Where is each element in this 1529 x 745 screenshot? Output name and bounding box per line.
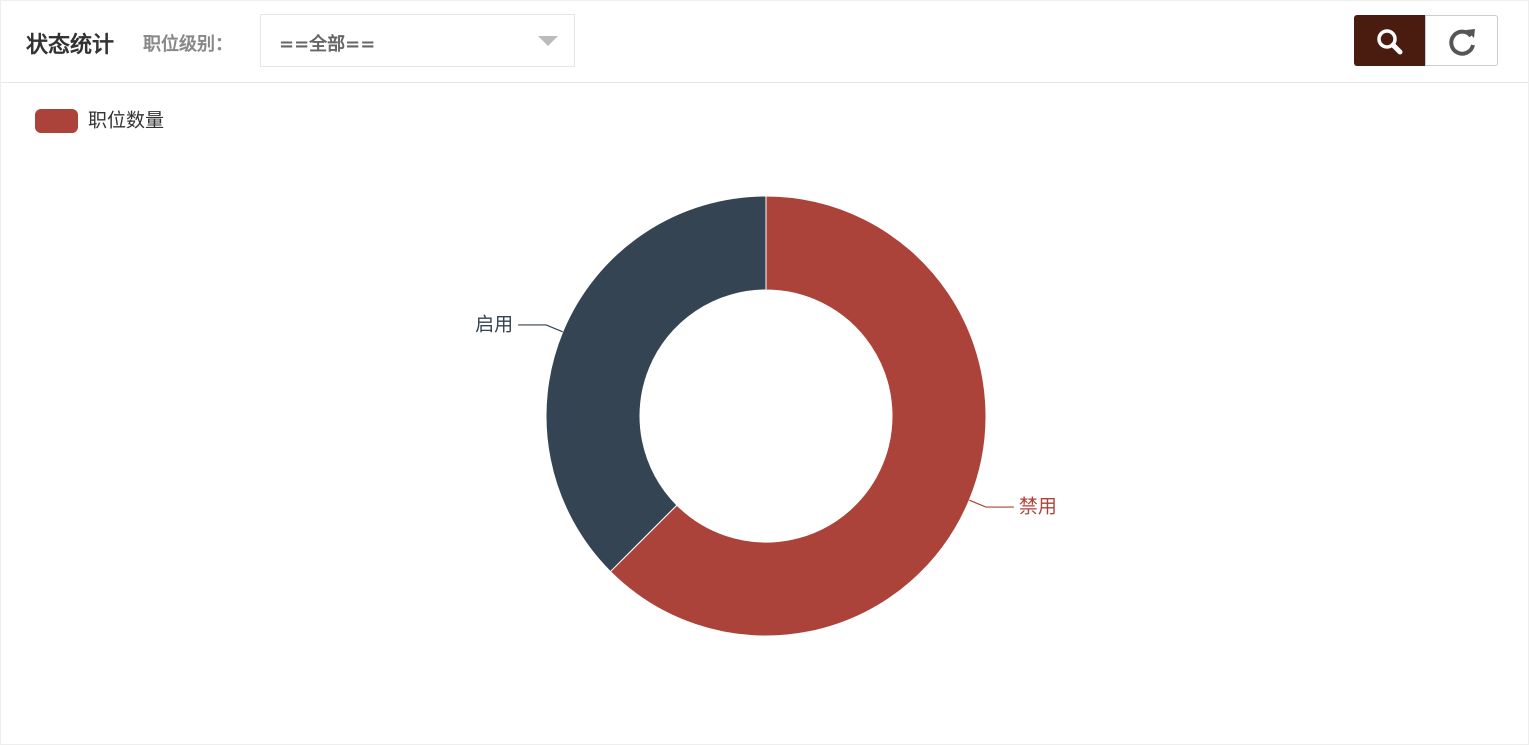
legend-swatch[interactable]	[35, 109, 78, 133]
label-line	[518, 324, 563, 333]
legend-label[interactable]: 职位数量	[88, 110, 164, 132]
toolbar: 状态统计 职位级别： ==全部==	[1, 1, 1528, 83]
select-caret	[538, 36, 558, 46]
page-title: 状态统计	[26, 33, 115, 58]
refresh-button[interactable]	[1425, 15, 1498, 66]
refresh-icon	[1449, 29, 1475, 56]
donut-segment	[545, 195, 767, 573]
search-button[interactable]	[1354, 15, 1425, 66]
search-icon	[1377, 29, 1403, 55]
label-line	[969, 499, 1014, 508]
filter-select[interactable]: ==全部==	[260, 14, 575, 67]
slice-label: 禁用	[1019, 496, 1057, 518]
filter-label: 职位级别：	[143, 34, 233, 55]
filter-value: ==全部==	[279, 34, 376, 55]
chart: 职位数量 禁用 启用	[35, 109, 1057, 637]
donut-segment	[609, 195, 987, 637]
slice-label: 启用	[475, 313, 513, 335]
